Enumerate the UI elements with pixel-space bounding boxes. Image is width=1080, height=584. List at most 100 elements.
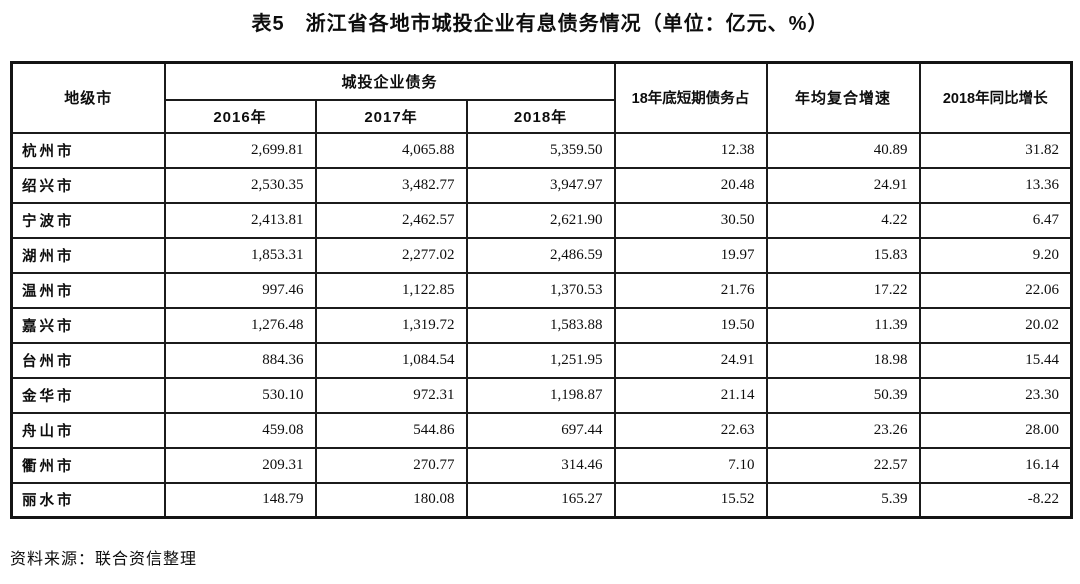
value-cell: 165.27 (465, 481, 616, 519)
value-cell: 20.48 (613, 166, 768, 204)
header-short-term-debt: 18年底短期债务占 (613, 61, 768, 134)
value-cell: 24.91 (613, 341, 768, 379)
value-cell: 270.77 (314, 446, 468, 484)
city-cell: 台州市 (10, 341, 166, 379)
value-cell: 459.08 (163, 411, 317, 449)
header-year-2017: 2017年 (314, 98, 468, 134)
city-cell: 金华市 (10, 376, 166, 414)
city-cell: 嘉兴市 (10, 306, 166, 344)
value-cell: 6.47 (918, 201, 1073, 239)
table-row: 湖州市 1,853.31 2,277.02 2,486.59 19.97 15.83 9.2… (10, 236, 1073, 274)
header-year-2016: 2016年 (163, 98, 317, 134)
value-cell: 1,583.88 (465, 306, 616, 344)
value-cell: 23.30 (918, 376, 1073, 414)
value-cell: 12.38 (613, 131, 768, 169)
table-row: 衢州市 209.31 270.77 314.46 7.10 22.57 16.14 (10, 446, 1073, 484)
value-cell: 148.79 (163, 481, 317, 519)
value-cell: 180.08 (314, 481, 468, 519)
table-row: 绍兴市 2,530.35 3,482.77 3,947.97 20.48 24.91 13.… (10, 166, 1073, 204)
value-cell: 40.89 (765, 131, 921, 169)
value-cell: 15.83 (765, 236, 921, 274)
value-cell: 22.06 (918, 271, 1073, 309)
city-cell: 绍兴市 (10, 166, 166, 204)
value-cell: 2,530.35 (163, 166, 317, 204)
value-cell: 22.63 (613, 411, 768, 449)
table-row: 宁波市 2,413.81 2,462.57 2,621.90 30.50 4.22 6.47 (10, 201, 1073, 239)
city-cell: 丽水市 (10, 481, 166, 519)
value-cell: 209.31 (163, 446, 317, 484)
value-cell: 1,319.72 (314, 306, 468, 344)
value-cell: 9.20 (918, 236, 1073, 274)
value-cell: 5,359.50 (465, 131, 616, 169)
header-debt-group: 城投企业债务 (163, 61, 616, 101)
value-cell: 1,853.31 (163, 236, 317, 274)
value-cell: 23.26 (765, 411, 921, 449)
city-cell: 杭州市 (10, 131, 166, 169)
value-cell: 1,370.53 (465, 271, 616, 309)
city-cell: 舟山市 (10, 411, 166, 449)
table-row: 嘉兴市 1,276.48 1,319.72 1,583.88 19.50 11.39 20.… (10, 306, 1073, 344)
value-cell: 884.36 (163, 341, 317, 379)
table-title: 表5 浙江省各地市城投企业有息债务情况（单位：亿元、%） (251, 13, 829, 35)
table-row: 台州市 884.36 1,084.54 1,251.95 24.91 18.98 15.44 (10, 341, 1073, 379)
value-cell: 50.39 (765, 376, 921, 414)
table-row: 舟山市 459.08 544.86 697.44 22.63 23.26 28.00 (10, 411, 1073, 449)
value-cell: 544.86 (314, 411, 468, 449)
value-cell: 22.57 (765, 446, 921, 484)
value-cell: 31.82 (918, 131, 1073, 169)
value-cell: 7.10 (613, 446, 768, 484)
value-cell: 11.39 (765, 306, 921, 344)
value-cell: 18.98 (765, 341, 921, 379)
city-cell: 湖州市 (10, 236, 166, 274)
value-cell: 13.36 (918, 166, 1073, 204)
table-header: 地级市 城投企业债务 18年底短期债务占 年均复合增速 2018年同比增长 20… (10, 61, 1073, 134)
value-cell: 1,198.87 (465, 376, 616, 414)
value-cell: 20.02 (918, 306, 1073, 344)
value-cell: 17.22 (765, 271, 921, 309)
table-row: 温州市 997.46 1,122.85 1,370.53 21.76 17.22 22.06 (10, 271, 1073, 309)
value-cell: 1,084.54 (314, 341, 468, 379)
city-cell: 衢州市 (10, 446, 166, 484)
value-cell: 24.91 (765, 166, 921, 204)
header-city: 地级市 (10, 61, 166, 134)
value-cell: 30.50 (613, 201, 768, 239)
value-cell: 1,251.95 (465, 341, 616, 379)
table-row: 杭州市 2,699.81 4,065.88 5,359.50 12.38 40.89 31.… (10, 131, 1073, 169)
source-note: 资料来源：联合资信整理 (10, 551, 198, 568)
table-row: 金华市 530.10 972.31 1,198.87 21.14 50.39 23.30 (10, 376, 1073, 414)
header-yoy-growth: 2018年同比增长 (918, 61, 1073, 134)
value-cell: 21.76 (613, 271, 768, 309)
value-cell: 697.44 (465, 411, 616, 449)
table-row: 丽水市 148.79 180.08 165.27 15.52 5.39 -8.22 (10, 481, 1073, 519)
value-cell: 2,277.02 (314, 236, 468, 274)
value-cell: 3,482.77 (314, 166, 468, 204)
value-cell: 4,065.88 (314, 131, 468, 169)
header-cagr: 年均复合增速 (765, 61, 921, 134)
value-cell: 314.46 (465, 446, 616, 484)
value-cell: 2,462.57 (314, 201, 468, 239)
value-cell: 5.39 (765, 481, 921, 519)
value-cell: 2,621.90 (465, 201, 616, 239)
value-cell: 2,699.81 (163, 131, 317, 169)
value-cell: 972.31 (314, 376, 468, 414)
value-cell: 15.52 (613, 481, 768, 519)
header-year-2018: 2018年 (465, 98, 616, 134)
value-cell: 530.10 (163, 376, 317, 414)
value-cell: 1,276.48 (163, 306, 317, 344)
city-cell: 宁波市 (10, 201, 166, 239)
value-cell: 1,122.85 (314, 271, 468, 309)
value-cell: 2,413.81 (163, 201, 317, 239)
value-cell: 15.44 (918, 341, 1073, 379)
city-cell: 温州市 (10, 271, 166, 309)
value-cell: 28.00 (918, 411, 1073, 449)
value-cell: 21.14 (613, 376, 768, 414)
value-cell: 4.22 (765, 201, 921, 239)
value-cell: 19.50 (613, 306, 768, 344)
value-cell: -8.22 (918, 481, 1073, 519)
value-cell: 19.97 (613, 236, 768, 274)
debt-table: 地级市 城投企业债务 18年底短期债务占 年均复合增速 2018年同比增长 20… (10, 61, 1073, 519)
value-cell: 997.46 (163, 271, 317, 309)
value-cell: 16.14 (918, 446, 1073, 484)
value-cell: 3,947.97 (465, 166, 616, 204)
